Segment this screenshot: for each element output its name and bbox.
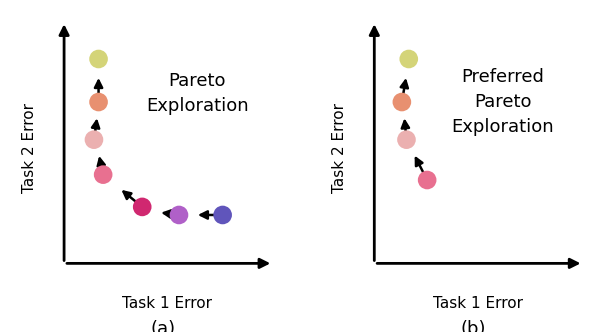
Text: Preferred
Pareto
Exploration: Preferred Pareto Exploration	[452, 68, 554, 136]
Point	[98, 172, 108, 177]
Text: Task 1 Error: Task 1 Error	[433, 295, 523, 311]
Point	[397, 99, 407, 105]
Point	[401, 137, 411, 142]
Point	[94, 56, 103, 62]
Text: Pareto
Exploration: Pareto Exploration	[146, 72, 248, 116]
Point	[404, 56, 413, 62]
Point	[422, 177, 432, 183]
Point	[89, 137, 99, 142]
Text: Task 2 Error: Task 2 Error	[22, 103, 37, 193]
Text: (b): (b)	[460, 320, 486, 332]
Text: (a): (a)	[151, 320, 175, 332]
Point	[94, 99, 103, 105]
Point	[218, 212, 227, 218]
Text: Task 2 Error: Task 2 Error	[332, 103, 347, 193]
Point	[137, 204, 147, 209]
Point	[174, 212, 184, 218]
Text: Task 1 Error: Task 1 Error	[122, 295, 212, 311]
